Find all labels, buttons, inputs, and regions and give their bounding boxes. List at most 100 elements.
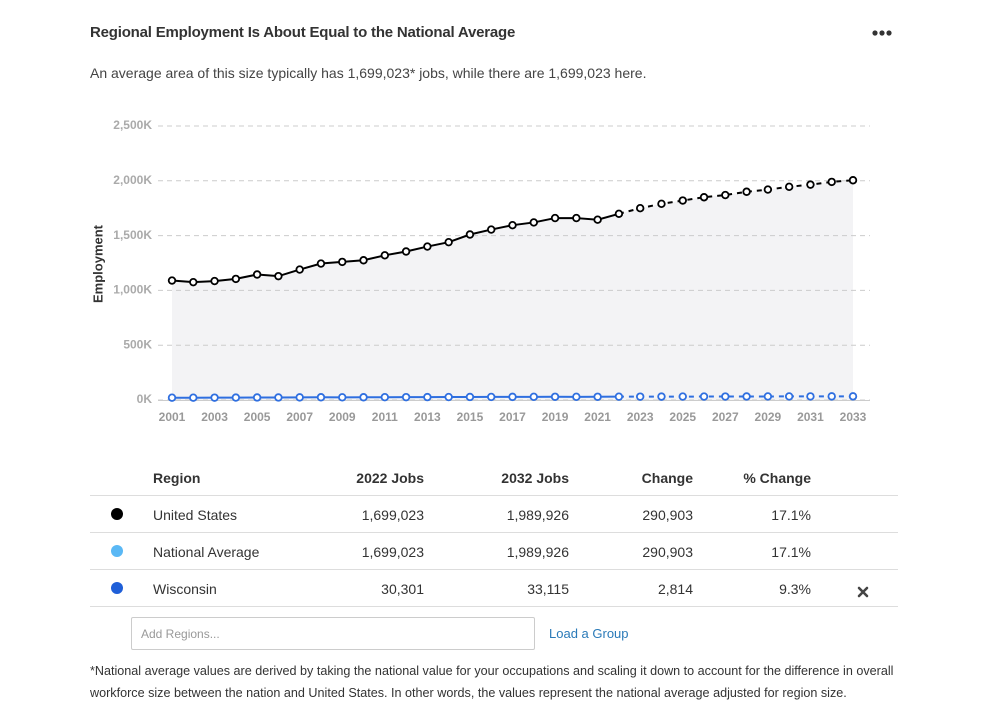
y-tick-label: 0K bbox=[137, 392, 153, 406]
point bbox=[444, 392, 453, 402]
point bbox=[657, 199, 666, 209]
point bbox=[678, 196, 687, 205]
menu-dot[interactable] bbox=[886, 30, 892, 36]
menu-dot[interactable] bbox=[879, 30, 885, 36]
point bbox=[550, 392, 560, 401]
load-group-link[interactable]: Load a Group bbox=[549, 626, 629, 641]
point bbox=[487, 225, 496, 234]
column-header: Region bbox=[153, 470, 201, 486]
subtitle: An average area of this size typically h… bbox=[90, 65, 647, 81]
x-tick-label: 2019 bbox=[542, 410, 569, 424]
point bbox=[295, 265, 304, 274]
row-rule bbox=[90, 569, 898, 570]
point bbox=[401, 392, 411, 402]
title: Regional Employment Is About Equal to th… bbox=[90, 24, 516, 41]
point bbox=[210, 276, 219, 286]
table-cell: 17.1% bbox=[771, 507, 811, 523]
chart: Employment 0K 500K 1,000K 1,500K 2,000K 2,500… bbox=[90, 30, 892, 424]
table-cell: 2,814 bbox=[657, 581, 693, 597]
x-tick-label: 2031 bbox=[797, 410, 824, 424]
point bbox=[508, 392, 517, 402]
table-cell: 1,989,926 bbox=[506, 544, 569, 560]
table-cell: 30,301 bbox=[381, 581, 424, 597]
point bbox=[657, 392, 666, 401]
point bbox=[635, 203, 645, 213]
x-tick-label: 2027 bbox=[712, 410, 739, 424]
x-tick-label: 2021 bbox=[584, 410, 611, 424]
x-tick-label: 2017 bbox=[499, 410, 526, 424]
point bbox=[167, 393, 177, 402]
table-cell: 1,989,926 bbox=[506, 507, 569, 523]
table-cell: 290,903 bbox=[642, 507, 693, 523]
point bbox=[359, 256, 368, 265]
point bbox=[593, 392, 602, 401]
row-dot bbox=[111, 582, 123, 594]
column-header: % Change bbox=[743, 470, 811, 486]
point bbox=[316, 393, 326, 402]
table-cell: 1,699,023 bbox=[361, 544, 424, 560]
point bbox=[614, 392, 624, 401]
point bbox=[699, 392, 709, 401]
point bbox=[763, 392, 773, 401]
point bbox=[529, 392, 538, 402]
row-dot bbox=[111, 545, 123, 557]
x-tick-label: 2011 bbox=[372, 410, 398, 424]
point bbox=[359, 393, 368, 402]
table-cell: 17.1% bbox=[771, 544, 811, 560]
x-tick-label: 2009 bbox=[329, 410, 356, 424]
point bbox=[210, 393, 219, 402]
x-tick-label: 2003 bbox=[201, 410, 228, 424]
y-tick-label: 500K bbox=[123, 337, 152, 351]
menu-dot[interactable] bbox=[872, 30, 878, 36]
region-name: Wisconsin bbox=[153, 581, 217, 597]
x-tick-label: 2001 bbox=[159, 410, 186, 424]
point bbox=[508, 220, 517, 230]
point bbox=[848, 176, 858, 185]
point bbox=[848, 392, 858, 401]
point bbox=[338, 393, 347, 402]
point bbox=[572, 213, 581, 223]
column-header: 2022 Jobs bbox=[356, 470, 424, 486]
point bbox=[231, 393, 241, 402]
point bbox=[593, 215, 602, 224]
series-line bbox=[171, 212, 620, 284]
row-rule bbox=[90, 532, 898, 533]
x-tick-label: 2033 bbox=[840, 410, 867, 424]
point bbox=[550, 213, 560, 223]
y-axis-label: Employment bbox=[90, 224, 105, 303]
region-name: United States bbox=[153, 507, 238, 523]
point bbox=[401, 247, 411, 256]
point bbox=[806, 180, 815, 189]
y-tick-label: 2,500K bbox=[113, 118, 152, 132]
x-tick-label: 2005 bbox=[244, 410, 271, 424]
point bbox=[721, 392, 730, 401]
table-cell: 9.3% bbox=[779, 581, 811, 597]
row-dot bbox=[111, 508, 123, 520]
point bbox=[274, 271, 283, 281]
row-rule bbox=[90, 606, 898, 607]
point bbox=[252, 270, 262, 279]
point bbox=[252, 393, 262, 402]
point bbox=[614, 209, 624, 218]
point bbox=[423, 242, 432, 251]
remove-button[interactable] bbox=[857, 586, 869, 598]
x-tick-label: 2029 bbox=[755, 410, 782, 424]
table-cell: 1,699,023 bbox=[361, 507, 424, 523]
point bbox=[572, 392, 581, 402]
add-regions-input[interactable]: Add Regions... bbox=[131, 617, 535, 650]
series-line bbox=[172, 395, 619, 399]
point bbox=[763, 185, 773, 194]
point bbox=[189, 393, 198, 402]
x-tick-label: 2007 bbox=[286, 410, 313, 424]
column-header: 2032 Jobs bbox=[501, 470, 569, 486]
remove-icon bbox=[857, 586, 869, 598]
x-tick-label: 2015 bbox=[457, 410, 484, 424]
point bbox=[784, 392, 794, 401]
point bbox=[316, 259, 326, 268]
point bbox=[338, 257, 347, 267]
y-tick-label: 2,000K bbox=[113, 173, 152, 187]
point bbox=[231, 274, 241, 284]
region-name: National Average bbox=[153, 544, 260, 560]
point bbox=[699, 193, 709, 202]
